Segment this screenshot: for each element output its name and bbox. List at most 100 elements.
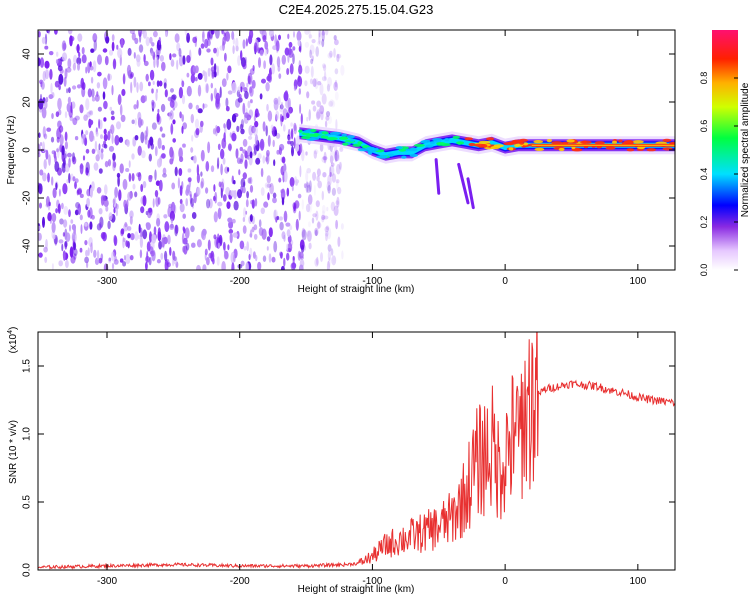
noise-speckle bbox=[222, 157, 226, 165]
noise-speckle bbox=[327, 115, 333, 125]
noise-speckle bbox=[114, 135, 120, 146]
noise-speckle bbox=[313, 150, 317, 159]
noise-speckle bbox=[145, 222, 151, 231]
noise-speckle bbox=[227, 143, 232, 151]
noise-speckle bbox=[228, 229, 234, 234]
noise-speckle bbox=[281, 101, 283, 111]
noise-speckle bbox=[328, 257, 331, 268]
noise-speckle bbox=[44, 100, 48, 109]
noise-speckle bbox=[233, 254, 236, 263]
noise-speckle bbox=[309, 49, 312, 59]
noise-speckle bbox=[308, 242, 312, 250]
noise-speckle bbox=[130, 81, 133, 94]
noise-speckle bbox=[254, 145, 257, 155]
signal-blob bbox=[301, 135, 311, 140]
noise-speckle bbox=[54, 30, 58, 35]
noise-speckle bbox=[321, 30, 325, 42]
noise-speckle bbox=[133, 76, 137, 88]
noise-speckle bbox=[306, 167, 312, 174]
noise-speckle bbox=[84, 222, 88, 227]
noise-speckle bbox=[126, 64, 132, 77]
noise-speckle bbox=[313, 149, 319, 155]
noise-speckle bbox=[285, 222, 291, 227]
noise-speckle bbox=[81, 47, 85, 55]
noise-speckle bbox=[176, 42, 181, 52]
noise-speckle bbox=[127, 191, 132, 201]
noise-speckle bbox=[152, 198, 155, 208]
signal-blob bbox=[478, 140, 491, 144]
noise-speckle bbox=[178, 147, 183, 159]
noise-speckle bbox=[46, 30, 50, 34]
noise-speckle bbox=[172, 119, 176, 125]
noise-speckle bbox=[248, 124, 254, 136]
noise-speckle bbox=[329, 150, 335, 162]
noise-speckle bbox=[129, 210, 134, 219]
noise-speckle bbox=[79, 163, 84, 175]
noise-speckle bbox=[323, 151, 327, 164]
noise-speckle bbox=[204, 71, 208, 83]
noise-speckle bbox=[253, 233, 258, 240]
signal-blob bbox=[303, 130, 311, 134]
noise-speckle bbox=[109, 106, 113, 111]
noise-speckle bbox=[290, 262, 296, 270]
noise-speckle bbox=[108, 49, 114, 56]
noise-speckle bbox=[153, 57, 156, 69]
signal-blob bbox=[558, 147, 565, 152]
noise-speckle bbox=[137, 145, 142, 156]
noise-speckle bbox=[142, 181, 147, 189]
noise-speckle bbox=[155, 90, 158, 102]
colorbar-ticks: 0.0 0.2 0.4 0.6 0.8 bbox=[699, 72, 738, 276]
noise-speckle bbox=[325, 232, 328, 242]
noise-speckle bbox=[164, 89, 168, 98]
noise-speckle bbox=[122, 73, 126, 85]
signal-blob bbox=[329, 131, 342, 136]
noise-speckle bbox=[213, 63, 217, 72]
noise-speckle bbox=[174, 224, 178, 237]
noise-speckle bbox=[232, 45, 235, 55]
noise-speckle bbox=[300, 113, 303, 125]
noise-speckle bbox=[125, 240, 129, 248]
noise-speckle bbox=[327, 76, 332, 87]
noise-speckle bbox=[38, 225, 41, 230]
noise-speckle bbox=[236, 230, 240, 240]
noise-speckle bbox=[64, 240, 68, 248]
noise-speckle bbox=[125, 253, 131, 265]
snr-content bbox=[38, 332, 675, 570]
snr-panel: -300 -200 -100 0 100 0.0 0.5 1.0 1.5 Height of … bbox=[7, 327, 676, 595]
noise-speckle bbox=[51, 221, 56, 233]
noise-speckle bbox=[105, 205, 109, 212]
noise-speckle bbox=[38, 183, 43, 195]
noise-speckle bbox=[228, 220, 234, 229]
noise-speckle bbox=[110, 124, 115, 135]
signal-blob bbox=[566, 139, 575, 143]
noise-speckle bbox=[140, 95, 146, 104]
noise-speckle bbox=[139, 31, 142, 43]
noise-speckle bbox=[249, 68, 255, 75]
noise-speckle bbox=[98, 148, 102, 158]
noise-speckle bbox=[273, 159, 276, 167]
noise-speckle bbox=[137, 172, 142, 182]
noise-speckle bbox=[304, 65, 310, 74]
noise-speckle bbox=[305, 203, 311, 213]
noise-speckle bbox=[120, 228, 125, 235]
noise-speckle bbox=[296, 135, 300, 147]
signal-blob bbox=[339, 136, 349, 140]
noise-speckle bbox=[244, 90, 249, 100]
noise-speckle bbox=[266, 183, 272, 188]
noise-speckle bbox=[126, 139, 130, 147]
noise-speckle bbox=[297, 75, 303, 87]
signal-blob bbox=[420, 140, 428, 144]
noise-speckle bbox=[169, 110, 174, 120]
noise-speckle bbox=[182, 55, 186, 65]
noise-speckle bbox=[72, 85, 77, 90]
signal-blob bbox=[551, 141, 563, 145]
noise-speckle bbox=[194, 77, 198, 82]
noise-speckle bbox=[335, 154, 341, 162]
noise-speckle bbox=[221, 78, 227, 87]
noise-speckle bbox=[206, 48, 211, 53]
noise-speckle bbox=[94, 140, 98, 152]
noise-speckle bbox=[131, 173, 135, 182]
noise-speckle bbox=[42, 126, 46, 138]
noise-speckle bbox=[145, 36, 150, 47]
y-tick-label: 0.0 bbox=[22, 563, 33, 577]
